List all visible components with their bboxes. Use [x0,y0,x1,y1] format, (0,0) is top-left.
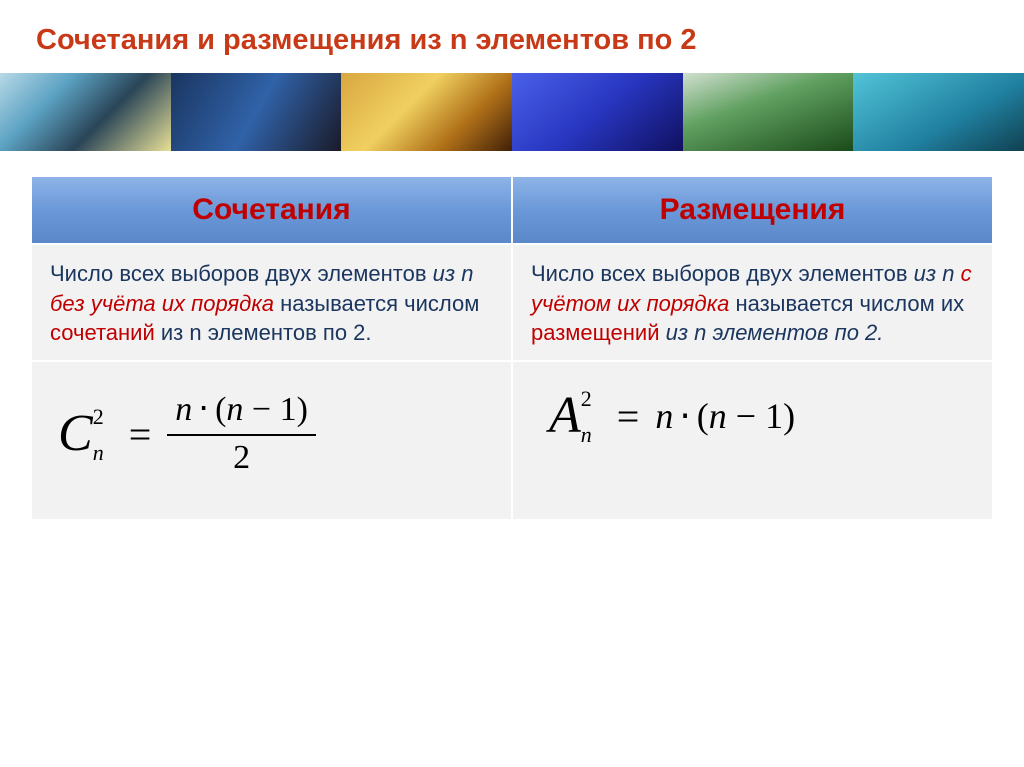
text: называется числом [274,291,479,316]
text-italic: из n [914,261,961,286]
slide-title: Сочетания и размещения из n элементов по… [0,0,1024,73]
col2-formula: A 2 n = n⋅(n − 1) [512,361,993,520]
text: из n элементов по 2. [155,320,372,345]
col1-definition: Число всех выборов двух элементов из n б… [31,244,512,361]
banner-segment [0,73,171,151]
symbol-C: C 2 n [58,408,93,460]
superscript: 2 [93,406,104,428]
banner-segment [341,73,512,151]
content-area: Сочетания Размещения Число всех выборов … [0,151,1024,521]
text: из n элементов по 2. [660,320,884,345]
subscript: n [93,442,104,464]
col2-header-text: Размещения [660,193,846,226]
text: Число всех выборов двух элементов [531,261,914,286]
banner-segment [853,73,1024,151]
combination-formula: C 2 n = n⋅(n − 1) 2 [58,390,491,479]
col2-header: Размещения [512,176,993,244]
numerator: n⋅(n − 1) [167,390,316,434]
fraction: n⋅(n − 1) 2 [167,390,316,479]
col1-formula: C 2 n = n⋅(n − 1) 2 [31,361,512,520]
banner-segment [512,73,683,151]
text: Число всех выборов двух элементов [50,261,433,286]
text-red: размещений [531,320,660,345]
rhs: n⋅(n − 1) [655,395,795,437]
col1-header: Сочетания [31,176,512,244]
equals: = [617,393,640,440]
col2-definition: Число всех выборов двух элементов из n с… [512,244,993,361]
text-italic: из n [433,261,474,286]
banner-segment [683,73,854,151]
subscript: n [581,424,592,446]
denominator: 2 [233,436,250,479]
text-red: без учёта их порядка [50,291,274,316]
symbol: C [58,405,93,462]
superscript: 2 [581,388,592,410]
comparison-table: Сочетания Размещения Число всех выборов … [30,175,994,521]
symbol: A [549,387,581,444]
equals: = [129,411,152,458]
text: называется числом их [729,291,964,316]
symbol-A: A 2 n [549,390,581,442]
image-banner [0,73,1024,151]
arrangement-formula: A 2 n = n⋅(n − 1) [539,390,972,442]
banner-segment [171,73,342,151]
text-red: сочетаний [50,320,155,345]
col1-header-text: Сочетания [192,193,350,226]
